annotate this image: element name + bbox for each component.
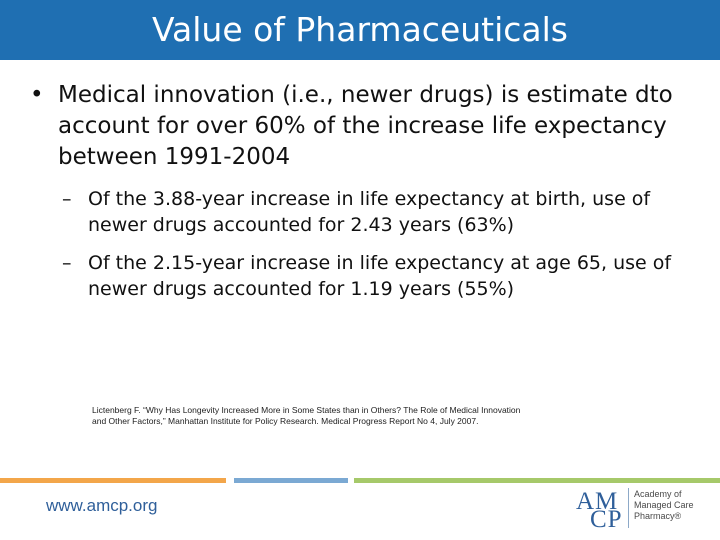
dash-mark: –	[62, 188, 72, 210]
slide-title: Value of Pharmaceuticals	[152, 10, 568, 49]
footer-stripe-orange	[0, 478, 226, 483]
logo-org-line: Academy of	[634, 489, 682, 499]
main-bullet-text: Medical innovation (i.e., newer drugs) i…	[58, 82, 673, 170]
footer-stripe-blue	[234, 478, 348, 483]
title-bar: Value of Pharmaceuticals	[0, 0, 720, 60]
logo-divider	[628, 488, 629, 528]
sub-bullet-text: Of the 2.15-year increase in life expect…	[88, 252, 672, 300]
citation: Lictenberg F. “Why Has Longevity Increas…	[92, 405, 521, 426]
logo-org-line: Pharmacy®	[634, 511, 682, 521]
logo-letters-top: AM	[576, 488, 619, 515]
bullet-mark: •	[30, 82, 44, 108]
footer-stripe-green	[354, 478, 720, 483]
sub-bullet-text: Of the 3.88-year increase in life expect…	[88, 188, 651, 236]
amcp-logo: AM CP Academy of Managed Care Pharmacy®	[576, 486, 716, 533]
logo-org-line: Managed Care	[634, 500, 694, 510]
logo-org-name: Academy of Managed Care Pharmacy®	[634, 489, 714, 522]
footer-website-link[interactable]: www.amcp.org	[46, 496, 158, 515]
dash-mark: –	[62, 252, 72, 274]
logo-letters-bottom: CP	[590, 506, 623, 533]
